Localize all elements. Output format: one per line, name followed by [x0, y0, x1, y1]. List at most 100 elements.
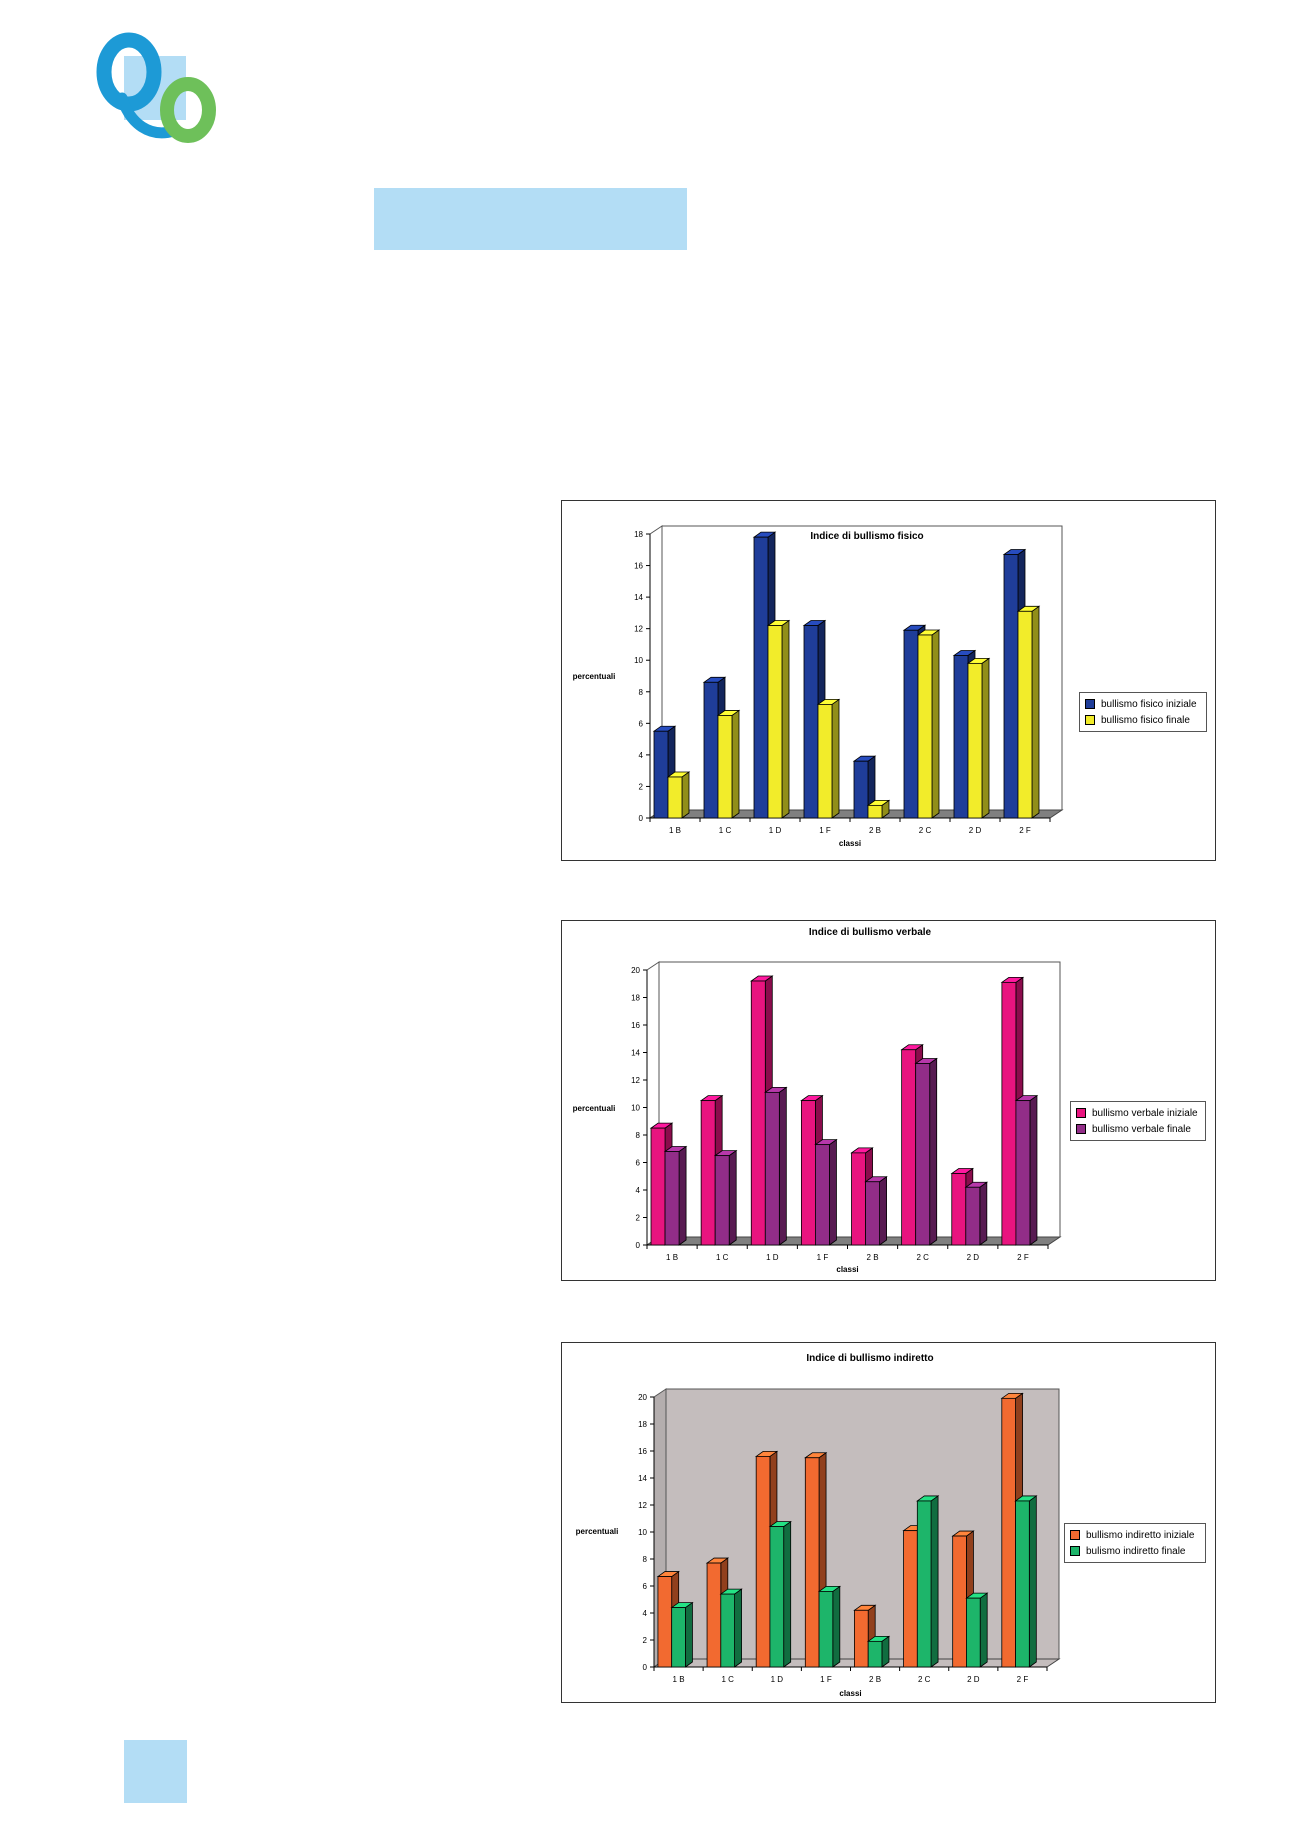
x-axis-label: classi	[839, 839, 861, 848]
y-tick-label: 6	[636, 1159, 641, 1168]
y-tick-label: 6	[639, 719, 644, 728]
x-tick-label: 1 F	[820, 1675, 832, 1684]
chart-bullismo-fisico: 0 2 4 6 8 10 12 14 16 18 1 B 1 C 1 D 1 F 2 B 2 C 2 D 2 F I…	[561, 500, 1216, 861]
x-tick-label: 2 C	[916, 1253, 929, 1262]
legend-label: bullismo fisico finale	[1101, 714, 1190, 726]
bar	[766, 619, 791, 819]
legend-entry: bullismo fisico finale	[1085, 712, 1200, 728]
chart-title: Indice di bullismo indiretto	[806, 1353, 933, 1364]
chart-title: Indice di bullismo fisico	[810, 531, 923, 542]
legend-entry: bulismo indiretto finale	[1070, 1543, 1199, 1559]
bar	[670, 1601, 694, 1668]
bar	[866, 1635, 891, 1668]
y-tick-label: 6	[643, 1582, 648, 1591]
bar	[964, 1181, 989, 1246]
bar	[916, 1495, 940, 1668]
bar	[966, 657, 991, 819]
bar	[916, 629, 941, 819]
y-axis-label: percentuali	[573, 1104, 616, 1113]
y-tick-label: 8	[643, 1555, 648, 1564]
y-tick-label: 18	[634, 530, 643, 539]
chart-title: Indice di bullismo verbale	[809, 927, 932, 938]
y-axis-label: percentuali	[576, 1527, 619, 1536]
y-tick-label: 10	[631, 1104, 640, 1113]
x-tick-label: 1 D	[769, 826, 782, 835]
y-tick-label: 0	[643, 1663, 648, 1672]
bar	[1016, 605, 1041, 819]
y-tick-label: 12	[638, 1501, 647, 1510]
x-tick-label: 2 F	[1019, 826, 1031, 835]
legend-entry: bullismo indiretto iniziale	[1070, 1527, 1199, 1543]
x-tick-label: 2 B	[867, 1253, 879, 1262]
x-axis-label: classi	[839, 1689, 861, 1698]
x-tick-label: 2 C	[918, 1675, 931, 1684]
y-tick-label: 4	[636, 1186, 641, 1195]
y-tick-label: 18	[631, 994, 640, 1003]
bar	[1014, 1495, 1038, 1668]
y-tick-label: 4	[639, 751, 644, 760]
x-tick-label: 1 B	[669, 826, 681, 835]
x-tick-label: 2 D	[967, 1675, 980, 1684]
y-tick-label: 18	[638, 1420, 647, 1429]
bar	[713, 1149, 738, 1246]
x-tick-label: 1 B	[666, 1253, 678, 1262]
y-tick-label: 0	[636, 1241, 641, 1250]
x-tick-label: 2 B	[869, 826, 881, 835]
y-tick-label: 2	[643, 1636, 648, 1645]
legend-swatch	[1085, 699, 1095, 709]
legend-label: bullismo fisico iniziale	[1101, 698, 1197, 710]
y-tick-label: 14	[638, 1474, 647, 1483]
bar	[914, 1057, 938, 1246]
x-tick-label: 2 D	[969, 826, 982, 835]
x-axis-label: classi	[836, 1265, 858, 1274]
x-tick-label: 2 D	[967, 1253, 980, 1262]
x-tick-label: 1 C	[716, 1253, 729, 1262]
x-tick-label: 1 F	[819, 826, 831, 835]
bar	[768, 1520, 792, 1668]
x-tick-label: 1 D	[771, 1675, 784, 1684]
bar	[816, 698, 841, 819]
x-tick-label: 1 B	[673, 1675, 685, 1684]
bar	[719, 1588, 743, 1668]
y-tick-label: 20	[638, 1393, 647, 1402]
y-tick-label: 10	[634, 656, 643, 665]
y-tick-label: 12	[631, 1076, 640, 1085]
bar	[716, 709, 741, 819]
bar	[817, 1585, 842, 1668]
chart-legend: bullismo verbale iniziale bullismo verbal…	[1070, 1101, 1206, 1141]
legend-label: bullismo verbale finale	[1092, 1123, 1191, 1135]
bar	[663, 1145, 688, 1246]
x-tick-label: 1 C	[721, 1675, 734, 1684]
x-tick-label: 1 D	[766, 1253, 779, 1262]
chart-svg: 0 2 4 6 8 10 12 14 16 18 1 B 1 C 1 D 1 F 2 B 2 C 2 D 2 F I…	[573, 525, 1064, 848]
y-tick-label: 10	[638, 1528, 647, 1537]
chart-bullismo-indiretto: 0 2 4 6 8 10 12 14 16 18 20 1 B 1 C 1 D 1 F 2 B 2 C 2 D 2 …	[561, 1342, 1216, 1703]
bar	[965, 1592, 989, 1668]
y-tick-label: 0	[639, 814, 644, 823]
y-tick-label: 2	[639, 782, 644, 791]
page-corner-block	[124, 1740, 187, 1803]
header-band	[374, 188, 687, 250]
legend-label: bullismo indiretto iniziale	[1086, 1529, 1195, 1541]
legend-swatch	[1085, 715, 1095, 725]
y-tick-label: 16	[634, 562, 643, 571]
y-tick-label: 20	[631, 966, 640, 975]
bar	[1014, 1094, 1039, 1246]
y-tick-label: 8	[636, 1131, 641, 1140]
y-tick-label: 14	[634, 593, 643, 602]
legend-swatch	[1070, 1530, 1080, 1540]
y-tick-label: 16	[638, 1447, 647, 1456]
y-tick-label: 16	[631, 1021, 640, 1030]
legend-label: bulismo indiretto finale	[1086, 1545, 1186, 1557]
legend-entry: bullismo fisico iniziale	[1085, 696, 1200, 712]
logo	[96, 32, 216, 143]
chart-svg: 0 2 4 6 8 10 12 14 16 18 20 1 B 1 C 1 D 1 F 2 B 2 C 2 D 2 …	[576, 1353, 1061, 1698]
bar	[866, 799, 891, 819]
y-tick-label: 2	[636, 1214, 641, 1223]
bar	[814, 1138, 838, 1246]
x-tick-label: 2 F	[1017, 1675, 1029, 1684]
bar	[666, 771, 691, 819]
y-tick-label: 4	[643, 1609, 648, 1618]
legend-entry: bullismo verbale iniziale	[1076, 1105, 1199, 1121]
chart-legend: bullismo indiretto iniziale bulismo indir…	[1064, 1523, 1206, 1563]
